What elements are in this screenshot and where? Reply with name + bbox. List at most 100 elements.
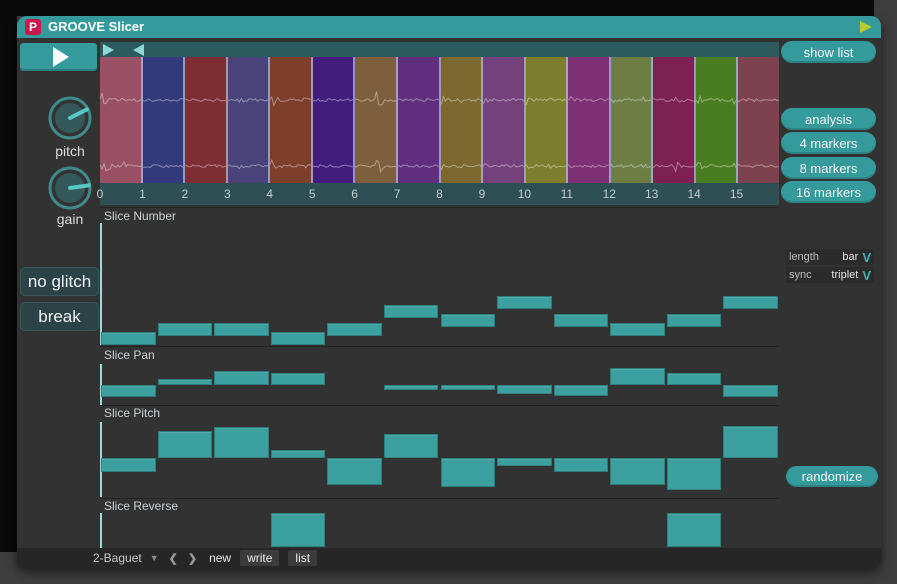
length-dropdown[interactable]: length bar V xyxy=(786,249,874,265)
app-logo-icon: P xyxy=(25,19,41,35)
selection-end-marker-icon[interactable] xyxy=(133,44,144,56)
play-button[interactable] xyxy=(20,43,97,71)
selection-strip[interactable] xyxy=(100,42,779,57)
step-bar-slice-number-8[interactable] xyxy=(553,313,609,327)
step-bar-slice-reverse-3[interactable] xyxy=(270,513,326,547)
analysis-button[interactable]: analysis xyxy=(781,108,876,130)
waveform-slice-4[interactable] xyxy=(270,57,313,183)
backdrop-left xyxy=(0,0,17,552)
step-bar-slice-pitch-5[interactable] xyxy=(383,433,439,458)
waveform-slice-14[interactable] xyxy=(695,57,739,183)
waveform-slice-12[interactable] xyxy=(610,57,654,183)
step-bar-slice-pan-0[interactable] xyxy=(101,385,156,397)
step-bar-slice-pitch-11[interactable] xyxy=(723,425,778,458)
break-button[interactable]: break xyxy=(20,302,99,331)
chevron-down-icon[interactable]: V xyxy=(862,267,871,283)
slice-ruler[interactable]: 0 1 2 3 4 5 6 7 8 9 10 11 12 13 14 15 xyxy=(97,183,779,205)
ruler-tick-label: 5 xyxy=(308,187,316,201)
sync-dropdown-value: triplet xyxy=(831,269,859,281)
waveform-slice-1[interactable] xyxy=(142,57,186,183)
pitch-knob[interactable] xyxy=(48,96,92,140)
step-bar-slice-pitch-7[interactable] xyxy=(497,458,552,466)
selection-start-marker-icon[interactable] xyxy=(103,44,114,56)
waveform-slice-5[interactable] xyxy=(312,57,356,183)
markers-4-button[interactable]: 4 markers xyxy=(781,132,876,154)
ruler-tick-label: 4 xyxy=(266,187,274,201)
waveform-slice-8[interactable] xyxy=(440,57,484,183)
step-bar-slice-pan-5[interactable] xyxy=(383,385,439,390)
step-bar-slice-number-7[interactable] xyxy=(497,295,552,309)
no-glitch-button[interactable]: no glitch xyxy=(20,267,99,296)
length-dropdown-label: length xyxy=(789,251,819,263)
step-bar-slice-pan-7[interactable] xyxy=(497,385,552,395)
waveform-slice-11[interactable] xyxy=(568,57,611,183)
step-bar-slice-pan-2[interactable] xyxy=(214,370,269,385)
new-preset-button[interactable]: new xyxy=(209,551,232,565)
lane-label-slice-number: Slice Number xyxy=(104,209,177,223)
waveform-slice-10[interactable] xyxy=(525,57,569,183)
sync-dropdown[interactable]: sync triplet V xyxy=(786,267,874,283)
waveform-slice-7[interactable] xyxy=(397,57,441,183)
step-bar-slice-reverse-10[interactable] xyxy=(666,513,722,547)
prev-preset-icon[interactable]: ❮ xyxy=(168,552,178,565)
waveform-slice-3[interactable] xyxy=(227,57,271,183)
step-bar-slice-number-1[interactable] xyxy=(157,322,213,336)
next-preset-icon[interactable]: ❯ xyxy=(187,552,198,565)
step-bar-slice-pitch-8[interactable] xyxy=(553,458,609,473)
step-bar-slice-pan-11[interactable] xyxy=(723,385,778,397)
ruler-tick-label: 11 xyxy=(560,187,574,201)
preset-name[interactable]: 2-Baguet xyxy=(93,551,142,565)
step-bar-slice-pitch-10[interactable] xyxy=(666,458,722,491)
step-bar-slice-number-10[interactable] xyxy=(666,313,722,327)
step-bar-slice-pan-3[interactable] xyxy=(270,373,326,385)
slice-region xyxy=(100,57,779,183)
length-dropdown-value: bar xyxy=(842,251,859,263)
play-icon xyxy=(52,47,69,67)
waveform-slice-2[interactable] xyxy=(185,57,228,183)
preset-dropdown-icon[interactable]: ▼ xyxy=(149,553,159,563)
step-bar-slice-pan-10[interactable] xyxy=(666,372,722,385)
list-preset-button[interactable]: list xyxy=(288,550,318,566)
waveform-slice-0[interactable] xyxy=(100,57,143,183)
step-bar-slice-number-4[interactable] xyxy=(327,322,382,336)
waveform-slice-13[interactable] xyxy=(653,57,696,183)
ruler-tick-label: 7 xyxy=(393,187,401,201)
step-bar-slice-pitch-6[interactable] xyxy=(440,458,496,488)
step-bar-slice-pan-1[interactable] xyxy=(157,379,213,385)
waveform-slice-9[interactable] xyxy=(483,57,526,183)
step-bar-slice-pan-8[interactable] xyxy=(553,385,609,396)
step-bar-slice-pitch-3[interactable] xyxy=(270,450,326,458)
step-bar-slice-pan-6[interactable] xyxy=(440,385,496,390)
lane-label-slice-pan: Slice Pan xyxy=(104,348,155,362)
waveform-slice-15[interactable] xyxy=(738,57,779,183)
randomize-button[interactable]: randomize xyxy=(786,466,878,487)
step-bar-slice-pitch-2[interactable] xyxy=(214,426,269,458)
show-list-button[interactable]: show list xyxy=(781,41,876,63)
waveform-display: 0 1 2 3 4 5 6 7 8 9 10 11 12 13 14 15 xyxy=(97,42,779,205)
chevron-down-icon[interactable]: V xyxy=(862,249,871,265)
step-bar-slice-number-6[interactable] xyxy=(440,313,496,327)
sync-dropdown-label: sync xyxy=(789,269,812,281)
write-preset-button[interactable]: write xyxy=(240,550,280,566)
step-bar-slice-pan-9[interactable] xyxy=(610,367,665,385)
step-bar-slice-number-2[interactable] xyxy=(214,322,269,336)
step-bar-slice-number-9[interactable] xyxy=(610,322,665,336)
app-window: P GROOVE Slicer pitch gain no glitch bre… xyxy=(17,16,881,568)
markers-16-button[interactable]: 16 markers xyxy=(781,181,876,203)
ruler-tick-label: 1 xyxy=(139,187,146,201)
step-bar-slice-number-5[interactable] xyxy=(383,304,439,318)
step-bar-slice-number-11[interactable] xyxy=(723,295,778,309)
waveform-slice-6[interactable] xyxy=(355,57,398,183)
step-bar-slice-number-3[interactable] xyxy=(270,332,326,345)
step-bar-slice-number-0[interactable] xyxy=(101,332,156,345)
gain-knob[interactable] xyxy=(48,166,92,210)
markers-8-button[interactable]: 8 markers xyxy=(781,157,876,179)
window-title: GROOVE Slicer xyxy=(48,19,145,34)
ruler-tick-label: 6 xyxy=(351,187,358,201)
step-bar-slice-pitch-4[interactable] xyxy=(327,458,382,486)
titlebar[interactable]: P GROOVE Slicer xyxy=(17,16,881,38)
step-bar-slice-pitch-0[interactable] xyxy=(101,458,156,472)
step-bar-slice-pitch-9[interactable] xyxy=(610,458,665,486)
step-bar-slice-pitch-1[interactable] xyxy=(157,430,213,458)
